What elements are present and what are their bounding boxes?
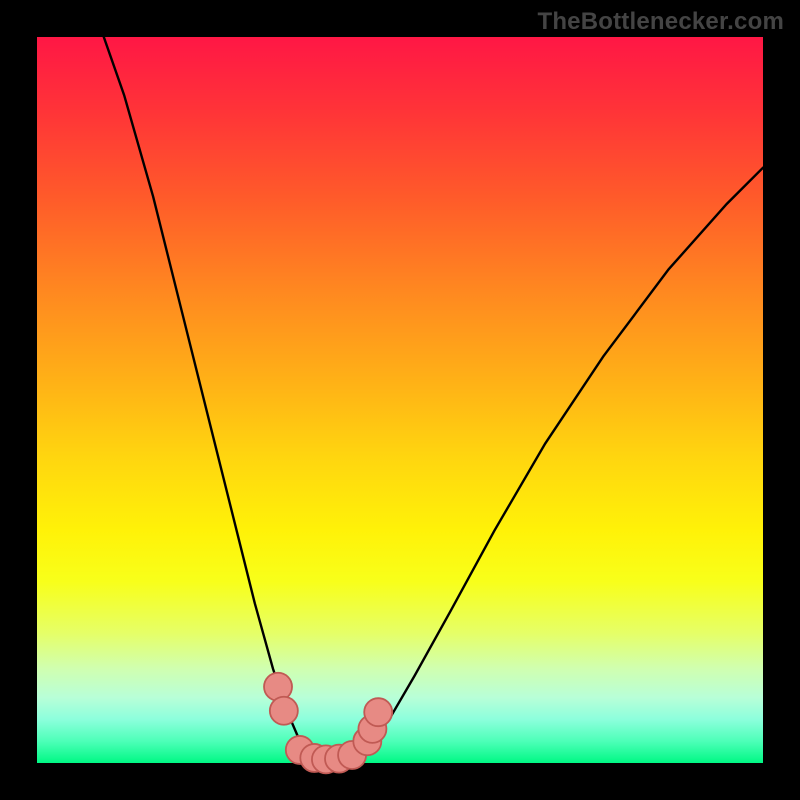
data-marker — [270, 697, 298, 725]
chart-canvas: TheBottlenecker.com — [0, 0, 800, 800]
watermark-label: TheBottlenecker.com — [537, 8, 784, 36]
chart-svg — [0, 0, 800, 800]
plot-background-gradient — [37, 37, 763, 763]
data-marker — [364, 698, 392, 726]
